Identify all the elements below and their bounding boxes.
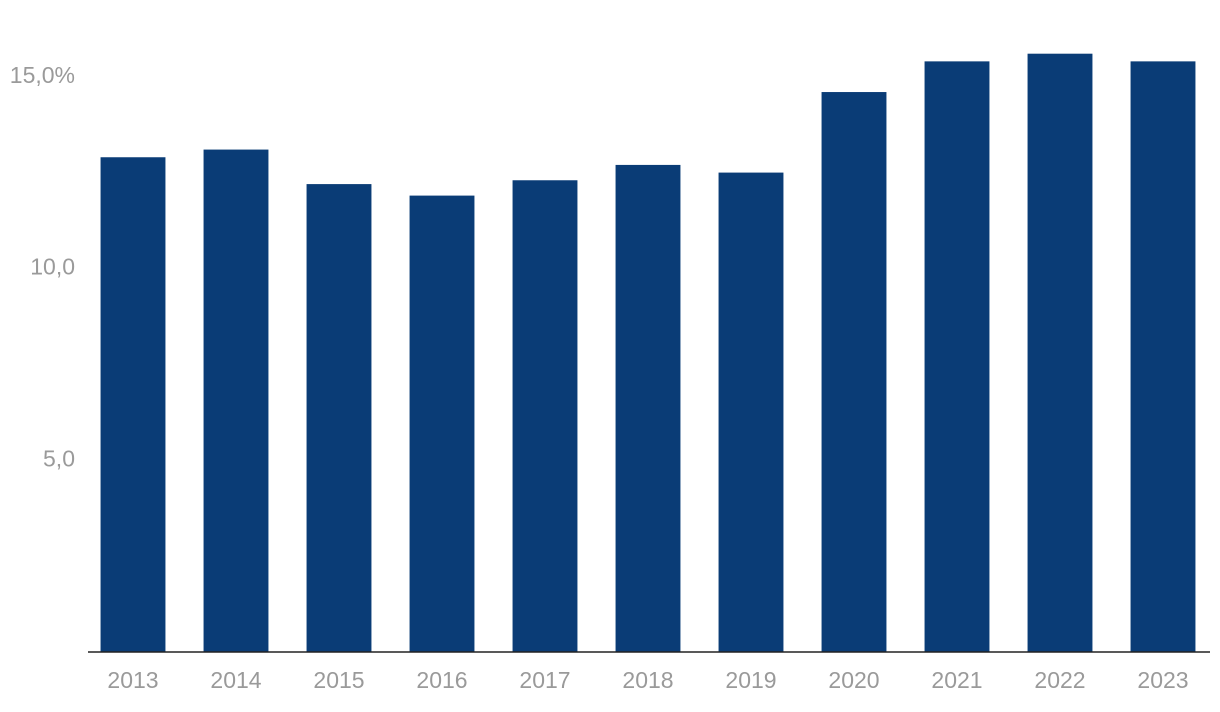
x-tick-label: 2015 bbox=[313, 667, 364, 693]
y-tick-label: 5,0 bbox=[43, 445, 75, 471]
x-tick-label: 2019 bbox=[725, 667, 776, 693]
bar bbox=[924, 61, 990, 653]
x-tick-label: 2013 bbox=[107, 667, 158, 693]
x-tick-label: 2016 bbox=[416, 667, 467, 693]
bar bbox=[512, 180, 578, 652]
bar bbox=[1130, 61, 1196, 653]
bar bbox=[306, 184, 372, 652]
x-tick-label: 2021 bbox=[931, 667, 982, 693]
x-tick-label: 2023 bbox=[1137, 667, 1188, 693]
x-tick-label: 2020 bbox=[828, 667, 879, 693]
x-tick-label: 2018 bbox=[622, 667, 673, 693]
bar bbox=[615, 164, 681, 652]
y-tick-label: 10,0 bbox=[30, 254, 75, 280]
x-tick-label: 2022 bbox=[1034, 667, 1085, 693]
bar bbox=[718, 172, 784, 652]
bar bbox=[409, 195, 475, 652]
bar bbox=[821, 92, 887, 652]
bar bbox=[1027, 53, 1093, 653]
x-tick-label: 2014 bbox=[210, 667, 261, 693]
bar bbox=[100, 157, 166, 652]
bar bbox=[203, 149, 269, 652]
y-tick-label: 15,0% bbox=[10, 62, 75, 88]
x-tick-label: 2017 bbox=[519, 667, 570, 693]
